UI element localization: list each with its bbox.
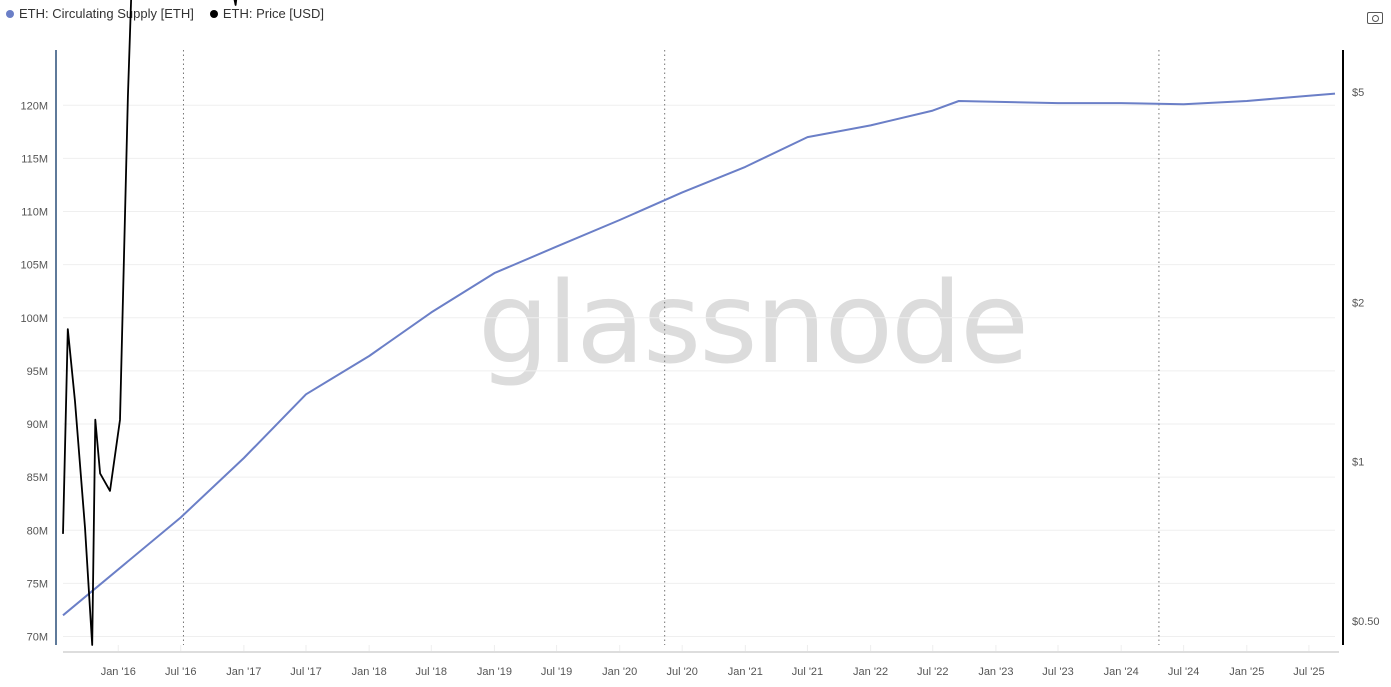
x-tick-label: Jan '24 [1104, 666, 1139, 678]
x-tick-label: Jan '20 [602, 666, 637, 678]
y-right-tick-label: $2 [1352, 297, 1364, 309]
y-left-tick-label: 115M [21, 153, 48, 165]
y-left-tick-label: 120M [20, 100, 48, 112]
y-right-tick-label: $1 [1352, 457, 1364, 469]
x-tick-label: Jul '21 [792, 666, 823, 678]
x-tick-label: Jul '19 [541, 666, 572, 678]
legend-price-label: ETH: Price [USD] [222, 6, 324, 21]
x-tick-label: Jan '23 [978, 666, 1013, 678]
x-tick-label: Jan '18 [352, 666, 387, 678]
watermark-logo: glassnode [478, 259, 1027, 389]
x-tick-label: Jul '16 [165, 666, 196, 678]
x-tick-label: Jan '21 [728, 666, 763, 678]
x-tick-label: Jul '17 [290, 666, 321, 678]
y-right-tick-label: $0.50 [1352, 616, 1380, 628]
y-left-tick-label: 75M [27, 578, 48, 590]
legend-item-price[interactable]: ETH: Price [USD] [209, 6, 324, 21]
y-left-tick-label: 85M [27, 472, 48, 484]
x-tick-label: Jul '18 [416, 666, 447, 678]
legend-supply-dot-icon [6, 9, 14, 18]
y-left-tick-label: 80M [27, 525, 48, 537]
y-left-tick-label: 100M [20, 313, 48, 325]
x-tick-label: Jan '22 [853, 666, 888, 678]
y-right-tick-label: $5 [1352, 87, 1364, 99]
event-lines [182, 50, 1160, 645]
y-left-tick-label: 110M [21, 207, 48, 219]
supply-line [62, 92, 1336, 617]
y-left-tick-label: 95M [27, 366, 48, 378]
legend-price-dot-icon [209, 9, 218, 18]
legend-supply-label: ETH: Circulating Supply [ETH] [19, 6, 194, 21]
legend: ETH: Circulating Supply [ETH] ETH: Price… [6, 6, 324, 21]
x-tick-label: Jul '20 [666, 666, 697, 678]
y-left-tick-label: 70M [27, 632, 48, 644]
y-left-tick-label: 105M [20, 260, 48, 272]
series [62, 0, 1336, 646]
x-tick-label: Jul '25 [1293, 666, 1324, 678]
x-tick-label: Jul '22 [917, 666, 948, 678]
x-tick-label: Jan '25 [1229, 666, 1264, 678]
x-tick-label: Jan '19 [477, 666, 512, 678]
x-tick-label: Jan '16 [101, 666, 136, 678]
legend-item-supply[interactable]: ETH: Circulating Supply [ETH] [6, 6, 194, 21]
x-tick-label: Jul '23 [1042, 666, 1073, 678]
grid [63, 104, 1335, 653]
x-tick-label: Jan '17 [226, 666, 261, 678]
axes: 70M 75M 80M 85M 90M 95M 100M 105M 110M 115M 120M $0… [20, 50, 1380, 678]
y-left-tick-label: 90M [27, 419, 48, 431]
camera-icon[interactable] [1367, 12, 1383, 24]
x-tick-label: Jul '24 [1168, 666, 1199, 678]
